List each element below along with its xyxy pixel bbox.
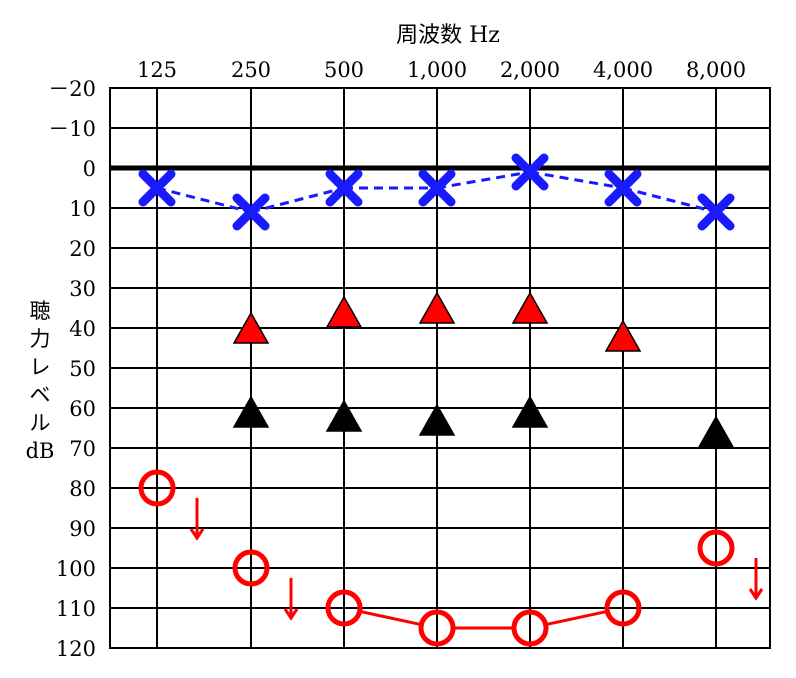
series-3-segment [546, 610, 607, 626]
x-tick-label: 1,000 [407, 58, 467, 82]
x-tick-label: 2,000 [500, 58, 560, 82]
y-tick-label: －20 [48, 77, 96, 101]
series-0-segment [156, 186, 252, 214]
y-tick-label: 0 [83, 157, 96, 181]
y-tick-label: 80 [69, 477, 96, 501]
circle-marker [418, 609, 456, 647]
no-response-arrow [748, 558, 764, 601]
circle-marker [697, 529, 735, 567]
arrow-head [189, 528, 205, 541]
circle-marker [511, 609, 549, 647]
grid [109, 87, 771, 649]
x-marker-stroke [325, 169, 363, 207]
y-tick-label: 90 [69, 517, 96, 541]
series-lines [156, 170, 717, 630]
series-0-segment [529, 170, 624, 190]
x-tick-label: 500 [324, 58, 364, 82]
x-tick-labels: 125 250 500 1,000 2,000 4,000 8,000 [137, 58, 746, 82]
x-marker-stroke [604, 169, 642, 207]
y-axis-label-line: ル [30, 411, 51, 435]
x-marker [604, 169, 642, 207]
x-tick-label: 125 [137, 58, 177, 82]
circle-marker [138, 469, 176, 507]
x-marker [232, 193, 270, 231]
no-response-arrow [283, 578, 299, 621]
series-0-segment [622, 186, 717, 214]
x-marker-stroke [418, 169, 456, 207]
triangle-marker [325, 295, 363, 328]
y-tick-label: －10 [48, 117, 96, 141]
y-tick-label: 30 [69, 277, 96, 301]
series-marks [138, 153, 764, 647]
x-tick-label: 250 [231, 58, 271, 82]
y-axis-label-line: dB [26, 439, 55, 463]
y-axis-label-line: ベ [30, 383, 51, 407]
y-tick-label: 40 [69, 317, 96, 341]
chart-title: 周波数 Hz [396, 23, 500, 48]
circle-marker [232, 549, 270, 587]
triangle-marker [325, 399, 363, 432]
x-marker [697, 193, 735, 231]
y-tick-labels: －20 －10 0 10 20 30 40 50 60 70 80 90 100 110 120 [48, 77, 96, 661]
x-marker-stroke [232, 193, 270, 231]
series-0-segment [436, 170, 531, 190]
y-tick-label: 20 [69, 237, 96, 261]
y-tick-label: 100 [56, 557, 96, 581]
y-tick-label: 50 [69, 357, 96, 381]
circle-marker [604, 589, 642, 627]
triangle-marker [418, 403, 456, 436]
circle-marker [325, 589, 363, 627]
x-marker-stroke [138, 169, 176, 207]
triangle-marker [604, 319, 642, 352]
triangle-marker [232, 311, 270, 344]
y-tick-label: 10 [69, 197, 96, 221]
x-tick-label: 8,000 [686, 58, 746, 82]
arrow-head [283, 608, 299, 621]
y-axis-label-line: レ [30, 355, 51, 379]
series-0-segment [250, 186, 345, 214]
x-marker [138, 169, 176, 207]
y-tick-label: 120 [56, 637, 96, 661]
y-tick-label: 70 [69, 437, 96, 461]
series-3-segment [360, 610, 421, 626]
triangle-marker [511, 291, 549, 324]
x-tick-label: 4,000 [593, 58, 653, 82]
triangle-marker [418, 291, 456, 324]
x-marker [418, 169, 456, 207]
x-marker-stroke [697, 193, 735, 231]
y-axis-label-line: 聴 [30, 299, 51, 323]
x-marker [325, 169, 363, 207]
x-marker-stroke [511, 153, 549, 191]
y-tick-label: 110 [56, 597, 96, 621]
triangle-marker [511, 395, 549, 428]
triangle-marker [697, 415, 735, 448]
x-marker [511, 153, 549, 191]
no-response-arrow [189, 498, 205, 541]
y-axis-label-line: 力 [30, 327, 51, 351]
y-tick-label: 60 [69, 397, 96, 421]
triangle-marker [232, 395, 270, 428]
arrow-head [748, 588, 764, 601]
